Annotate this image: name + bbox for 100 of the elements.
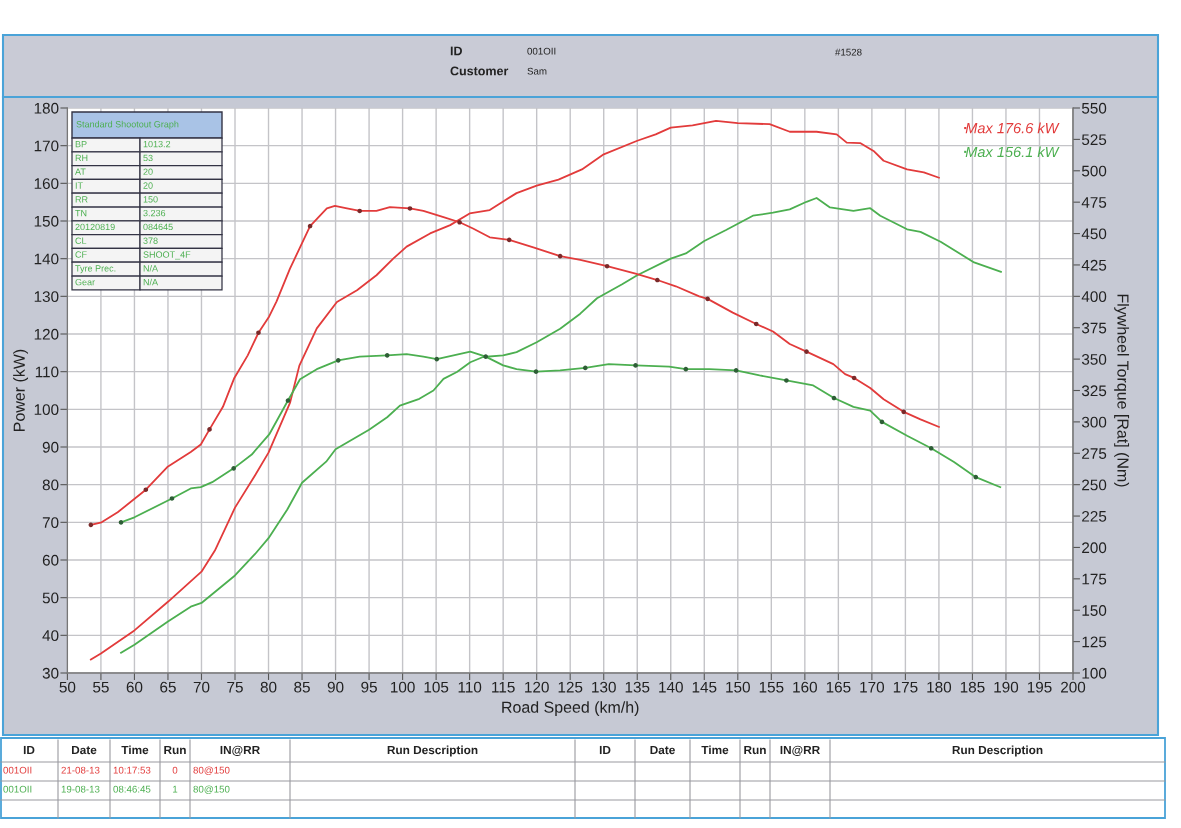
text: 80@150 <box>193 766 230 775</box>
x-tick-label: 105 <box>424 681 449 693</box>
y-tick-label: 90 <box>42 441 59 453</box>
annotation: 378 <box>143 237 158 244</box>
y2-tick-label: 100 <box>1082 667 1107 679</box>
x-tick-label: 100 <box>391 681 415 693</box>
text: Sam <box>527 67 547 75</box>
x-tick-label: 110 <box>458 681 482 693</box>
x-tick-label: 125 <box>558 681 583 693</box>
y-tick-label: 140 <box>34 253 59 265</box>
annotation: 3.236 <box>143 209 166 217</box>
x-tick-label: 195 <box>1027 681 1052 693</box>
annotation: RR <box>75 196 88 203</box>
annotation: Standard Shootout Graph <box>76 120 179 130</box>
y-tick-label: 110 <box>35 366 59 378</box>
x-tick-label: 75 <box>227 681 243 693</box>
x-tick-label: 170 <box>860 681 885 693</box>
text: 08:46:45 <box>113 785 151 793</box>
annotation: N/A <box>143 278 159 286</box>
y2-tick-label: 500 <box>1081 165 1107 177</box>
y-tick-label: 50 <box>42 592 59 604</box>
point <box>143 487 149 492</box>
text: 001OII <box>3 766 32 774</box>
annotation: BP <box>75 141 87 148</box>
y-tick-label: 70 <box>42 517 59 529</box>
text: Run <box>744 745 766 755</box>
annotation: Tyre Prec. <box>75 265 116 274</box>
y-tick-label: 60 <box>42 554 59 566</box>
annotation: 20 <box>143 182 153 189</box>
point <box>483 354 489 359</box>
x-tick-label: 190 <box>994 681 1019 693</box>
text: Time <box>121 745 149 755</box>
x-axis-title: Road Speed (km/h) <box>502 701 639 717</box>
point <box>633 363 638 368</box>
point <box>879 419 885 425</box>
point <box>169 496 175 501</box>
point <box>901 409 907 415</box>
point <box>804 349 809 354</box>
annotation: N/A <box>143 264 159 272</box>
annotation: 53 <box>143 154 153 162</box>
x-tick-label: 135 <box>625 681 650 693</box>
annotation: Gear <box>75 278 95 286</box>
y-tick-label: 150 <box>34 215 59 227</box>
point <box>118 520 124 525</box>
x-tick-label: 165 <box>826 681 851 693</box>
annotation: CF <box>75 251 87 258</box>
point <box>655 277 660 283</box>
y2-tick-label: 525 <box>1081 134 1107 146</box>
text: Customer <box>450 66 509 76</box>
text: Time <box>701 745 729 755</box>
text: Run Description <box>387 745 478 757</box>
x-tick-label: 95 <box>361 681 377 693</box>
text: ID <box>599 745 611 755</box>
text: 001OII <box>527 47 556 55</box>
text: ID <box>450 46 462 56</box>
text: #1528 <box>835 48 862 56</box>
y2-tick-label: 200 <box>1082 542 1107 554</box>
x-tick-label: 55 <box>93 681 109 693</box>
text: IN@RR <box>780 745 820 756</box>
y2-tick-label: 450 <box>1081 228 1107 240</box>
x-tick-label: 115 <box>492 681 515 693</box>
y-tick-label: 80 <box>42 479 59 491</box>
y2-tick-label: 350 <box>1081 353 1107 365</box>
y-tick-label: 120 <box>34 328 59 340</box>
x-tick-label: 185 <box>960 681 985 693</box>
point <box>533 369 539 374</box>
x-tick-label: 90 <box>327 681 344 693</box>
point <box>733 368 739 373</box>
x-tick-label: 65 <box>160 681 176 693</box>
legend-label: Max 176.6 kW <box>965 122 1060 134</box>
annotation: RH <box>75 154 88 162</box>
x-tick-label: 70 <box>193 681 210 693</box>
annotation: 20 <box>143 168 153 175</box>
text: Date <box>650 745 675 755</box>
annotation: SHOOT_4F <box>143 251 191 260</box>
annotation: 150 <box>143 196 158 203</box>
y2-tick-label: 175 <box>1082 573 1107 585</box>
y-tick-label: 130 <box>34 291 59 303</box>
annotation: TN <box>75 210 87 217</box>
y-tick-label: 100 <box>34 404 59 416</box>
x-tick-label: 155 <box>759 681 784 693</box>
x-tick-label: 145 <box>692 681 717 693</box>
y2-tick-label: 150 <box>1082 605 1107 616</box>
y2-axis-title: Flywheel Torque [Rat] (Nm) <box>1114 294 1130 487</box>
text: 21-08-13 <box>61 766 100 774</box>
x-tick-label: 140 <box>659 681 683 693</box>
y2-tick-label: 475 <box>1081 197 1107 208</box>
point <box>307 223 313 229</box>
x-tick-label: 175 <box>893 681 918 693</box>
point <box>207 427 212 432</box>
point <box>335 358 341 363</box>
text: Date <box>72 745 97 755</box>
x-tick-label: 80 <box>260 681 277 693</box>
legend-label: Max 156.1 kW <box>965 146 1060 158</box>
y2-tick-label: 375 <box>1081 322 1107 334</box>
annotation: AT <box>75 168 86 175</box>
point <box>256 330 261 336</box>
text: IN@RR <box>220 745 260 756</box>
point <box>407 206 413 211</box>
annotation: 084645 <box>143 223 173 231</box>
